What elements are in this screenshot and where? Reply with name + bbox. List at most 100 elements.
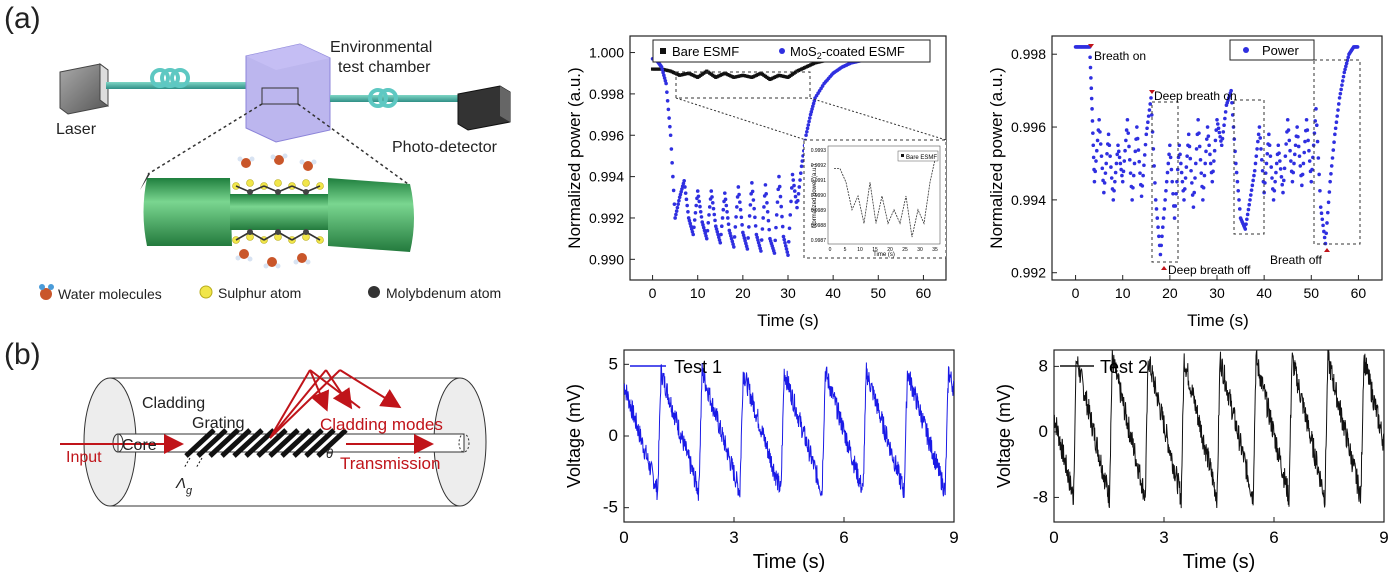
data-point-power	[1126, 131, 1131, 135]
data-point-mos2	[738, 200, 742, 204]
data-point-power	[1127, 158, 1132, 162]
chart-1-legend	[652, 39, 931, 63]
x-tick-label: 60	[1351, 285, 1367, 301]
data-point-mos2	[789, 186, 794, 190]
data-point-mos2	[792, 183, 796, 188]
x-tick-label: 9	[1379, 528, 1388, 547]
data-point-mos2	[759, 249, 763, 253]
data-point-mos2	[765, 201, 769, 205]
data-point-mos2	[674, 212, 678, 217]
data-point-power	[1107, 143, 1112, 148]
x-tick-label: 0	[1049, 528, 1058, 547]
x-tick-label: 50	[870, 285, 886, 301]
data-point-power	[1168, 143, 1172, 148]
data-point-mos2	[691, 232, 695, 237]
lambda-label: Λ	[175, 475, 186, 492]
data-point-power	[1109, 176, 1114, 180]
data-point-power	[1206, 134, 1211, 138]
data-point-power	[1120, 179, 1125, 184]
data-point-mos2	[773, 238, 778, 243]
data-point-power	[1097, 117, 1101, 122]
x-tick-label: 6	[1269, 528, 1278, 547]
data-point-power	[1282, 166, 1287, 171]
data-point-mos2	[798, 178, 802, 182]
data-point-mos2	[747, 214, 752, 218]
data-point-power	[1317, 172, 1321, 177]
y-tick-label: 0.996	[589, 127, 624, 143]
data-point-mos2	[688, 221, 692, 226]
data-point-power	[1193, 161, 1198, 166]
fiber-coil-right	[368, 88, 398, 108]
legend-bare-label: Bare ESMF	[672, 44, 739, 59]
data-point-power	[1314, 107, 1318, 111]
data-point-mos2	[666, 107, 671, 112]
data-point-power	[1277, 151, 1281, 155]
data-point-power	[1201, 185, 1206, 190]
inset-x-tick: 10	[857, 247, 863, 253]
data-point-power	[1319, 211, 1324, 216]
data-point-mos2	[685, 203, 689, 208]
data-point-power	[1337, 96, 1342, 100]
data-point-power	[1193, 176, 1197, 180]
data-point-mos2	[756, 240, 761, 245]
data-point-power	[1328, 179, 1332, 184]
data-point-mos2	[723, 197, 728, 202]
data-point-power	[1237, 198, 1241, 202]
x-tick-label: 0	[649, 285, 657, 301]
data-point-mos2	[740, 223, 744, 227]
data-point-mos2	[791, 178, 796, 182]
panel-label-b: (b)	[4, 338, 41, 371]
data-point-mos2	[804, 133, 808, 138]
data-point-power	[1145, 126, 1149, 131]
data-point-power	[1326, 200, 1331, 205]
data-point-mos2	[683, 191, 688, 195]
data-point-power	[1102, 181, 1107, 185]
data-point-power	[1316, 156, 1321, 160]
data-point-mos2	[748, 203, 753, 207]
data-point-power	[1248, 193, 1253, 197]
core-label: Core	[122, 437, 157, 454]
data-point-power	[1131, 173, 1136, 178]
data-point-power	[1215, 117, 1219, 122]
data-point-power	[1143, 142, 1148, 147]
chart-3: 0 3 6 9-505 Test 1 Time (s) Voltage (mV)	[564, 349, 959, 573]
x-tick-label: 3	[1159, 528, 1168, 547]
data-point-mos2	[694, 203, 699, 208]
data-point-power	[1092, 179, 1097, 184]
data-point-power	[1212, 148, 1217, 153]
data-point-power	[1331, 148, 1336, 152]
data-point-mos2	[692, 218, 697, 222]
data-point-power	[1131, 185, 1135, 190]
data-point-mos2	[805, 126, 810, 131]
inset-x-tick: 15	[872, 247, 878, 253]
data-point-power	[1278, 167, 1283, 171]
data-point-power	[1172, 216, 1177, 220]
data-point-mos2	[761, 216, 765, 220]
data-point-power	[1325, 221, 1329, 225]
data-point-mos2	[731, 242, 735, 246]
data-point-mos2	[713, 224, 718, 229]
data-point-mos2	[759, 238, 764, 242]
data-point-power	[1088, 65, 1093, 70]
schematic-a: Laser Environmental test chamber Photo-d…	[39, 39, 511, 302]
data-point-power	[1108, 154, 1112, 158]
data-point-power	[1229, 88, 1233, 93]
data-point-power	[1197, 131, 1201, 135]
data-point-mos2	[811, 104, 815, 109]
data-point-power	[1272, 188, 1277, 193]
y-tick-label: 0.992	[589, 210, 624, 226]
data-point-mos2	[721, 207, 726, 212]
data-point-power	[1267, 132, 1271, 137]
data-point-mos2	[665, 90, 669, 94]
data-point-power	[1211, 169, 1215, 174]
data-point-power	[1245, 212, 1250, 217]
data-point-power	[1284, 142, 1288, 146]
data-point-power	[1342, 70, 1347, 75]
data-point-mos2	[781, 234, 786, 239]
data-point-power	[1174, 192, 1178, 196]
data-point-power	[1340, 83, 1344, 87]
data-point-mos2	[659, 65, 664, 69]
data-point-power	[1103, 171, 1108, 175]
data-point-power	[1330, 156, 1335, 160]
x-tick-label: 20	[1162, 285, 1178, 301]
